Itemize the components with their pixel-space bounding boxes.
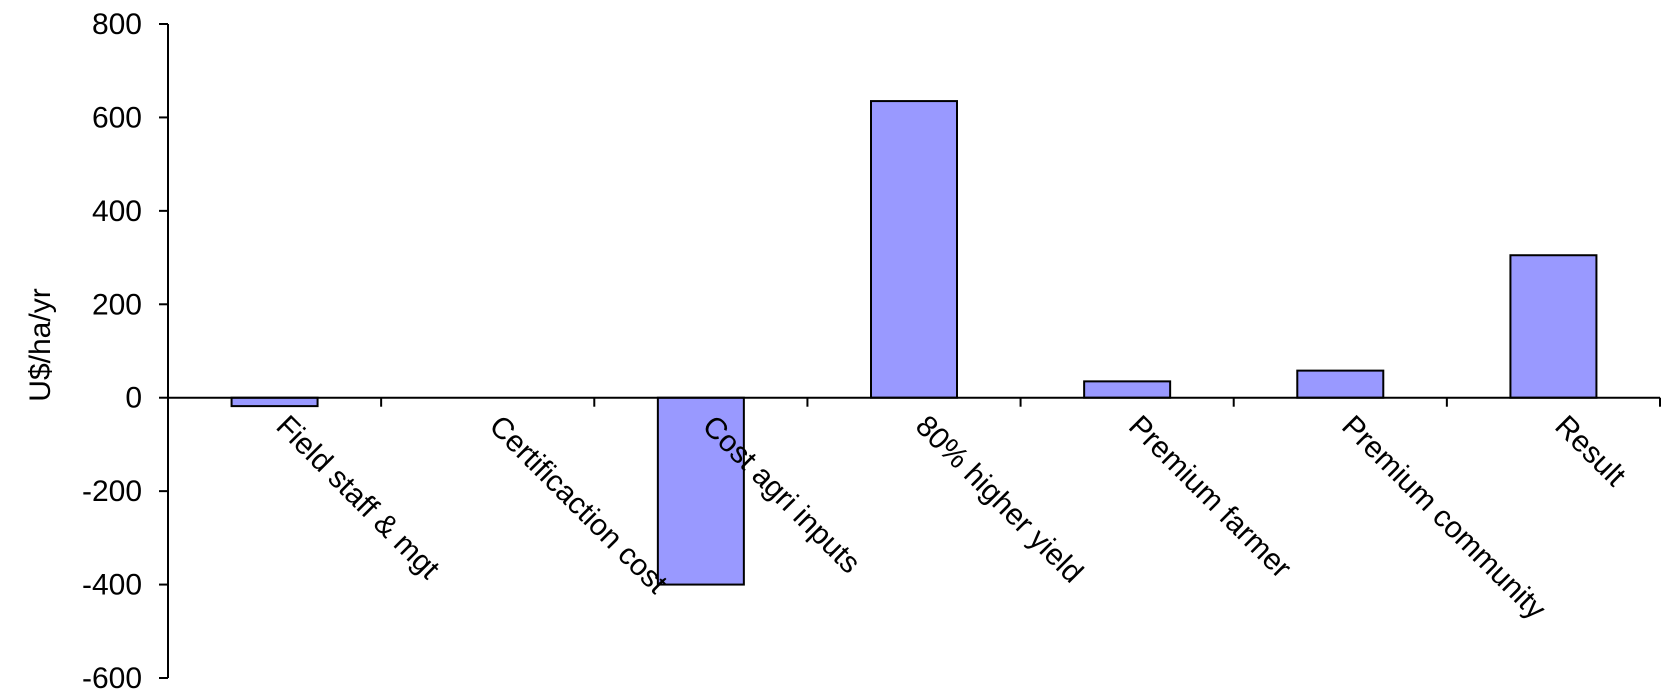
bar-6 [1509,254,1598,399]
x-category-label: 80% higher yield [909,409,1089,589]
y-tick-label: -400 [82,569,142,602]
y-tick-label: 800 [92,8,142,41]
bar-0 [230,396,319,408]
x-category-label: Certificaction cost [483,409,674,600]
bar-4 [1083,380,1172,399]
y-tick-label: 400 [92,195,142,228]
bar-3 [870,100,958,399]
x-category-label: Premium community [1335,409,1552,626]
y-tick-label: 200 [92,288,142,321]
x-category-label: Premium farmer [1122,409,1297,584]
plot-area: 800 600 400 200 0 -200 -400 -600 Field staff & m… [82,8,1661,695]
y-tick-label: 0 [125,382,142,415]
y-tick-label: -600 [82,662,142,695]
bar-5 [1296,369,1385,399]
x-category-label: Field staff & mgt [270,409,447,586]
bar-2 [656,396,745,586]
x-category-label: Result [1548,409,1632,493]
y-tick-label: 600 [92,101,142,134]
y-axis-title: U$/ha/yr [24,288,57,401]
y-tick-label: -200 [82,475,142,508]
